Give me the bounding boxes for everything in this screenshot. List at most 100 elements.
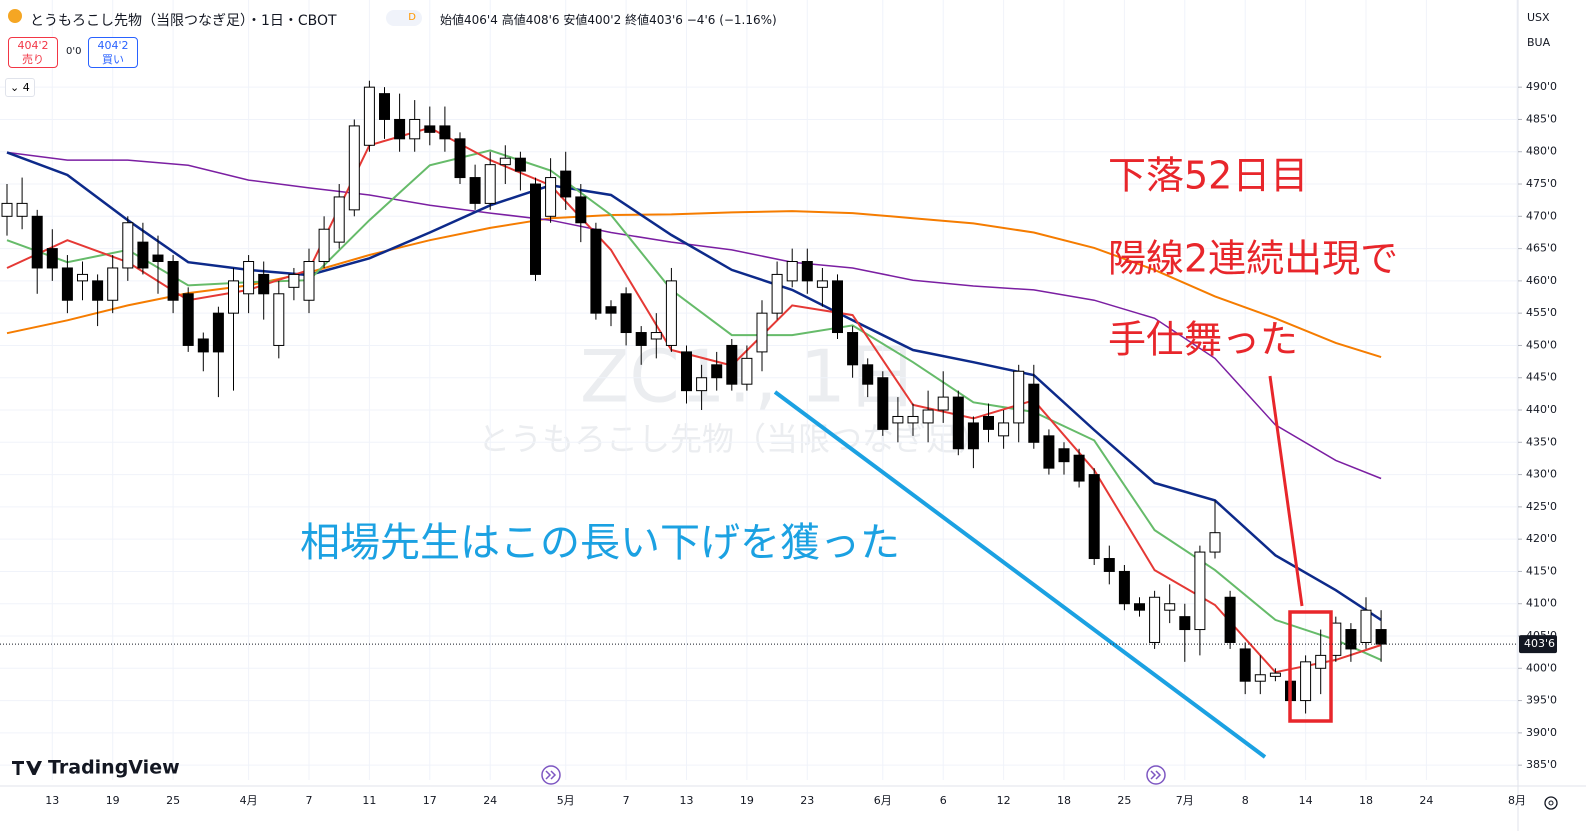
- settings-icon[interactable]: [1544, 796, 1558, 810]
- x-tick-label: 19: [106, 794, 120, 807]
- candle-body: [983, 415, 994, 430]
- ohlc-label: 始値: [440, 13, 465, 27]
- currency[interactable]: USX: [1527, 11, 1550, 24]
- candle-body: [862, 364, 874, 385]
- x-tick-label: 13: [680, 794, 694, 807]
- x-tick-label: 8月: [1508, 794, 1526, 807]
- x-tick-label: 12: [997, 794, 1011, 807]
- moving-average: [6, 151, 1382, 621]
- x-tick-label: 13: [45, 794, 59, 807]
- ohlc-label: 終値: [625, 13, 650, 27]
- candle-body: [258, 273, 270, 295]
- candle-body: [514, 157, 526, 172]
- candle-body: [1043, 435, 1055, 469]
- x-tick-label: 7月: [1176, 794, 1194, 807]
- ohlc-value: 403'6: [649, 13, 683, 27]
- candle-body: [1028, 383, 1040, 443]
- x-tick-label: 6月: [874, 794, 892, 807]
- arrow-line: [1268, 375, 1304, 607]
- y-tick-label: 440'0: [1526, 403, 1557, 416]
- candle-body: [1073, 454, 1085, 482]
- candle-body: [665, 280, 677, 346]
- x-tick-label: 5月: [557, 794, 575, 807]
- y-tick-label: 430'0: [1526, 468, 1557, 481]
- candle-body: [832, 280, 843, 334]
- candle-body: [1315, 654, 1327, 669]
- logo: TradingView: [48, 757, 180, 779]
- indicators-toggle[interactable]: ⌄ 4: [5, 78, 35, 97]
- y-tick-label: 480'0: [1526, 145, 1557, 158]
- candle-body: [107, 267, 119, 301]
- event-icon[interactable]: [541, 765, 561, 785]
- candle-body: [650, 332, 662, 340]
- annotation: 手仕舞った: [1108, 318, 1298, 362]
- candle-body: [439, 125, 451, 140]
- candle-body: [303, 261, 315, 301]
- moving-average: [6, 151, 1382, 480]
- candle-body: [1224, 596, 1236, 643]
- candle-body: [1058, 448, 1070, 463]
- unit[interactable]: BUA: [1527, 36, 1551, 49]
- candle-body: [1209, 532, 1221, 553]
- candle-body: [892, 415, 904, 424]
- candle-body: [484, 164, 496, 204]
- candle-body: [771, 273, 783, 314]
- x-tick-label: 19: [740, 794, 754, 807]
- y-tick-label: 475'0: [1526, 177, 1557, 190]
- candle-body: [801, 261, 813, 282]
- candle-body: [197, 338, 209, 353]
- candle-body: [1134, 603, 1145, 611]
- buy-button[interactable]: 404'2 買い: [88, 37, 138, 68]
- candle-body: [363, 86, 375, 146]
- buy-label: 買い: [102, 53, 124, 66]
- sell-button[interactable]: 404'2 売り: [8, 37, 58, 68]
- candle-body: [1375, 629, 1387, 645]
- y-tick-label: 425'0: [1526, 500, 1557, 513]
- candle-body: [1179, 616, 1191, 631]
- candle-body: [575, 196, 587, 224]
- ohlc-label: 高値: [501, 13, 526, 27]
- y-tick-label: 390'0: [1526, 726, 1557, 739]
- candle-body: [394, 118, 406, 140]
- x-tick-label: 24: [1419, 794, 1433, 807]
- y-tick-label: 410'0: [1526, 597, 1557, 610]
- x-tick-label: 23: [800, 794, 814, 807]
- annotation: 下落52日目: [1108, 154, 1308, 198]
- candle-body: [726, 344, 738, 385]
- spread: 0'0: [66, 46, 82, 57]
- candle-body: [922, 409, 934, 424]
- candle-body: [741, 357, 753, 385]
- candle-body: [605, 306, 617, 314]
- y-tick-label: 415'0: [1526, 564, 1557, 577]
- symbol-title[interactable]: とうもろこし先物（当限つなぎ足）・1日・CBOT: [30, 13, 337, 29]
- y-tick-label: 385'0: [1526, 758, 1557, 771]
- candle-body: [1088, 474, 1100, 560]
- candle-body: [1345, 629, 1357, 650]
- candle-body: [77, 273, 88, 282]
- candle-body: [318, 228, 330, 263]
- candle-body: [786, 261, 798, 282]
- candle-body: [1194, 551, 1206, 631]
- candle-body: [1300, 661, 1312, 702]
- sell-price: 404'2: [17, 39, 49, 52]
- x-tick-label: 25: [1117, 794, 1131, 807]
- candle-body: [409, 118, 421, 140]
- candle-body: [907, 415, 919, 424]
- candle-body: [847, 332, 859, 366]
- candle-body: [137, 241, 149, 269]
- y-tick-label: 485'0: [1526, 112, 1557, 125]
- candle-body: [243, 261, 255, 295]
- x-tick-label: 17: [423, 794, 437, 807]
- candle-body: [212, 312, 224, 353]
- candle-body: [122, 222, 134, 269]
- candle-body: [756, 312, 768, 353]
- candle-body: [454, 138, 466, 179]
- change: −4'6 (−1.16%): [686, 13, 777, 27]
- candle-body: [696, 377, 708, 392]
- highlight-box: [1288, 610, 1333, 723]
- last-price-label: 403'6: [1524, 637, 1555, 650]
- x-tick-label: 11: [362, 794, 376, 807]
- event-icon[interactable]: [1146, 765, 1166, 785]
